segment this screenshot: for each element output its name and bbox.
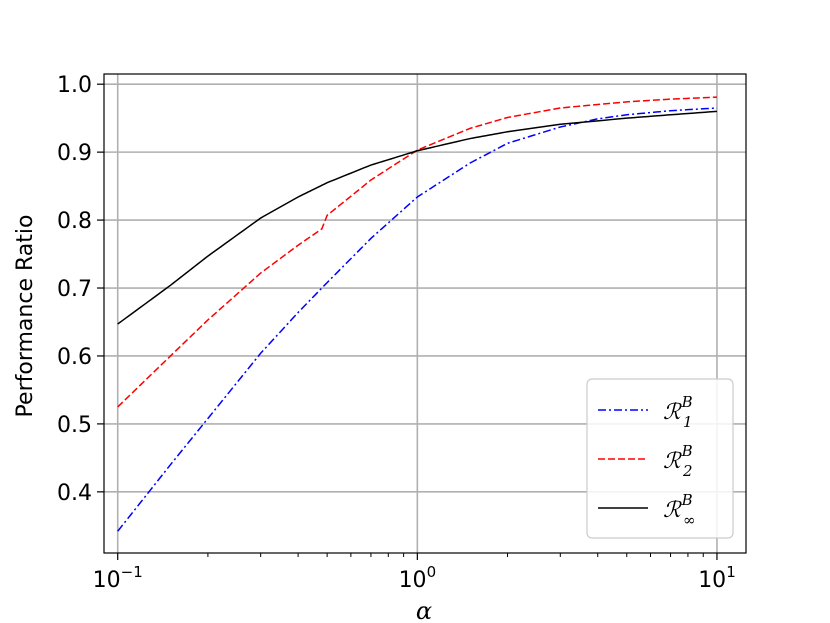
legend-label-1: ℛB 1 [663, 393, 693, 431]
x-axis-ticks: 10−1 100 101 [93, 553, 736, 593]
y-tick-label: 1.0 [57, 73, 92, 98]
legend-label-3: ℛB ∞ [663, 491, 696, 529]
x-tick-label: 10−1 [93, 563, 143, 593]
series-line-2 [117, 96, 717, 408]
series-line-3 [117, 110, 718, 325]
x-tick-label: 101 [698, 563, 736, 593]
plot-frame [103, 73, 747, 554]
legend: ℛB 1 ℛB 2 ℛB ∞ [586, 378, 734, 539]
y-tick-label: 0.5 [57, 413, 92, 438]
y-axis-label: Performance Ratio [13, 215, 38, 418]
y-tick-label: 0.9 [57, 141, 92, 166]
y-tick-label: 0.4 [57, 481, 92, 506]
legend-label-2: ℛB 2 [663, 442, 693, 480]
y-axis-ticks: 0.4 0.5 0.6 0.7 0.8 0.9 1.0 [57, 73, 104, 506]
legend-box [586, 378, 734, 539]
y-tick-label: 0.6 [57, 345, 92, 370]
series-lines [117, 96, 718, 532]
x-tick-label: 100 [399, 563, 437, 593]
series-line-1 [117, 107, 718, 532]
x-axis-label: α [416, 597, 432, 623]
y-tick-label: 0.7 [57, 277, 92, 302]
y-tick-label: 0.8 [57, 209, 92, 234]
